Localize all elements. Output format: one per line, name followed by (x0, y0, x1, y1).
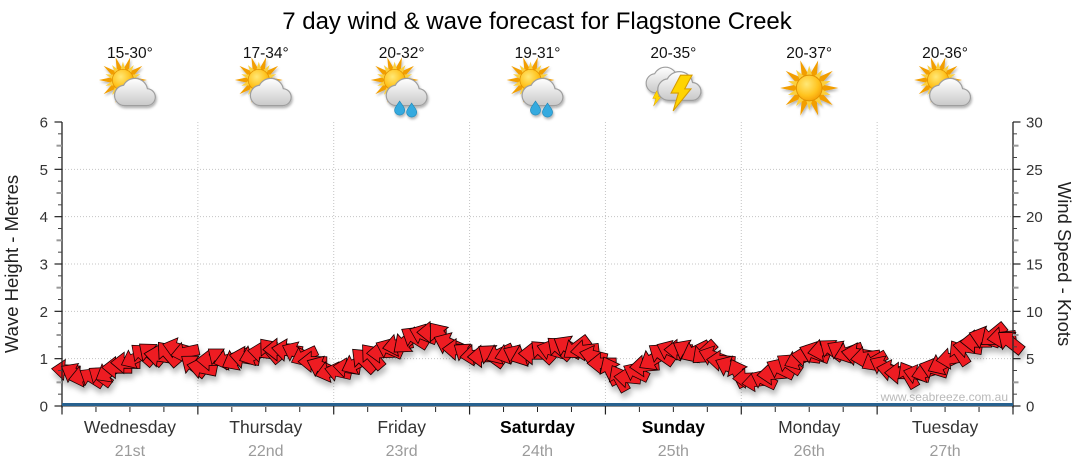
left-tick-label: 2 (40, 304, 48, 321)
day-name-label: Saturday (500, 417, 575, 437)
sun-shape (780, 60, 839, 116)
right-axis-title: Wind Speed - Knots (1054, 182, 1075, 347)
right-tick-label: 0 (1026, 399, 1034, 416)
raindrop-path (542, 102, 553, 118)
day-date-label: 23rd (386, 443, 418, 460)
day-name-label: Wednesday (84, 417, 176, 437)
watermark: www.seabreeze.com.au (880, 390, 1008, 404)
right-tick-label: 5 (1026, 351, 1034, 368)
day-temp-label: 20-35° (650, 45, 696, 62)
day-temp-label: 19-31° (515, 45, 561, 62)
left-tick-label: 4 (40, 209, 48, 226)
day-temp-label: 15-30° (107, 45, 153, 62)
lightning-path (670, 74, 693, 112)
day-date-label: 25th (658, 443, 689, 460)
lightning-shape (670, 74, 693, 112)
left-axis-title: Wave Height - Metres (1, 175, 22, 353)
axes: 0 1 2 3 4 5 6 0 5 10 15 20 25 30 (40, 115, 1043, 416)
left-tick-label: 1 (40, 351, 48, 368)
weather-icon-storm (645, 66, 702, 112)
day-name-label: Friday (377, 417, 426, 437)
cloud-shape (521, 77, 564, 107)
raindrop-path (406, 102, 418, 118)
cloud-path (521, 77, 564, 107)
day-name-label: Tuesday (912, 417, 979, 437)
day-date-label: 24th (522, 443, 553, 460)
left-tick-label: 5 (40, 162, 48, 179)
cloud-path (249, 77, 292, 107)
raindrop-shape (406, 102, 418, 118)
weather-icon-sun-cloud (234, 57, 292, 107)
cloud-path (929, 77, 972, 107)
right-tick-label: 10 (1026, 304, 1043, 321)
cloud-shape (113, 77, 156, 107)
weather-icon-sun-cloud-rain (506, 57, 564, 118)
day-date-label: 22nd (248, 443, 284, 460)
raindrop-path (530, 100, 541, 116)
page-title: 7 day wind & wave forecast for Flagstone… (282, 8, 793, 35)
day-name-label: Monday (778, 417, 841, 437)
cloud-shape (385, 77, 428, 107)
cloud-shape (929, 77, 972, 107)
raindrop-path (394, 100, 406, 116)
day-labels: Wednesday 21st 15-30° Thursday 22nd 17-34° Fri… (84, 45, 979, 460)
day-name-label: Thursday (229, 417, 302, 437)
wind-arrow-series (51, 320, 1026, 394)
cloud-path (385, 77, 428, 107)
right-tick-label: 25 (1026, 162, 1043, 179)
right-tick-label: 30 (1026, 115, 1043, 132)
sun-disc (795, 74, 823, 102)
day-temp-label: 20-36° (922, 45, 968, 62)
weather-icon-sun (780, 60, 839, 116)
day-temp-label: 20-37° (786, 45, 832, 62)
day-name-label: Sunday (642, 417, 705, 437)
cloud-shape (249, 77, 292, 107)
day-date-label: 26th (794, 443, 825, 460)
right-tick-label: 20 (1026, 209, 1043, 226)
weather-icon-sun-cloud (99, 57, 156, 107)
left-tick-label: 0 (40, 399, 48, 416)
left-tick-label: 3 (40, 257, 48, 274)
wind-arrow (997, 332, 1026, 356)
weather-icon-row (99, 57, 972, 118)
left-tick-label: 6 (40, 115, 48, 132)
raindrop-shape (394, 100, 406, 116)
weather-icon-sun-cloud-rain (370, 57, 428, 118)
day-temp-label: 20-32° (379, 45, 425, 62)
weather-icon-sun-cloud (914, 57, 972, 107)
day-temp-label: 17-34° (243, 45, 289, 62)
raindrop-shape (542, 102, 553, 118)
raindrop-shape (530, 100, 541, 116)
day-date-label: 21st (115, 443, 146, 460)
day-date-label: 27th (930, 443, 961, 460)
cloud-path (113, 77, 156, 107)
right-tick-label: 15 (1026, 257, 1043, 274)
